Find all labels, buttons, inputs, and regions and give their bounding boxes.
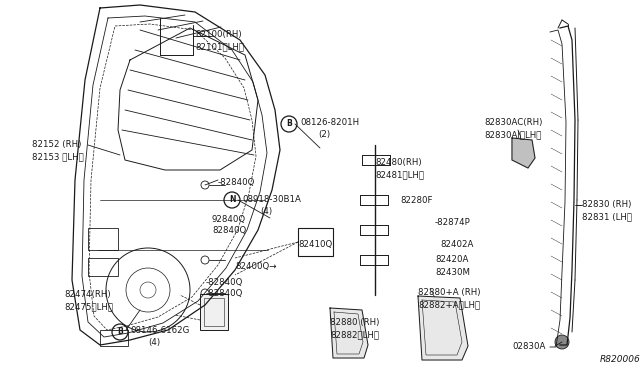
Text: 82880+A (RH): 82880+A (RH) bbox=[418, 288, 481, 297]
Text: 92840Q: 92840Q bbox=[212, 215, 246, 224]
Text: N: N bbox=[228, 196, 236, 205]
Text: 82831 (LH〉: 82831 (LH〉 bbox=[582, 212, 632, 221]
Polygon shape bbox=[418, 296, 468, 360]
Text: (4): (4) bbox=[260, 207, 272, 216]
Text: 82430M: 82430M bbox=[435, 268, 470, 277]
Text: 82402A: 82402A bbox=[440, 240, 474, 249]
Text: 08126-8201H: 08126-8201H bbox=[300, 118, 359, 127]
Text: 82100(RH): 82100(RH) bbox=[195, 30, 242, 39]
Text: -82840Q: -82840Q bbox=[206, 278, 243, 287]
Bar bbox=[200, 294, 228, 330]
Text: (4): (4) bbox=[148, 338, 160, 347]
Text: -82840Q: -82840Q bbox=[206, 289, 243, 298]
Text: -82874P: -82874P bbox=[435, 218, 471, 227]
Bar bbox=[88, 258, 118, 276]
Text: 82830AI〈LH〉: 82830AI〈LH〉 bbox=[484, 130, 541, 139]
Polygon shape bbox=[512, 138, 535, 168]
Text: 82880 (RH): 82880 (RH) bbox=[330, 318, 380, 327]
Text: 82410Q: 82410Q bbox=[298, 240, 332, 249]
Text: 82152 (RH): 82152 (RH) bbox=[32, 140, 81, 149]
Bar bbox=[298, 228, 333, 256]
Text: 82400Q→: 82400Q→ bbox=[235, 262, 276, 271]
Text: R820006C: R820006C bbox=[600, 355, 640, 364]
Text: 82280F: 82280F bbox=[400, 196, 433, 205]
Bar bbox=[204, 298, 224, 326]
Text: 82420A: 82420A bbox=[435, 255, 468, 264]
Bar bbox=[88, 228, 118, 250]
Text: 82480(RH): 82480(RH) bbox=[375, 158, 422, 167]
Text: 08146-6162G: 08146-6162G bbox=[130, 326, 189, 335]
Circle shape bbox=[555, 335, 569, 349]
Text: B: B bbox=[117, 327, 123, 337]
Text: 82882+A〈LH〉: 82882+A〈LH〉 bbox=[418, 300, 480, 309]
Text: 82882〈LH〉: 82882〈LH〉 bbox=[330, 330, 379, 339]
Text: 82101〈LH〉: 82101〈LH〉 bbox=[195, 42, 244, 51]
Polygon shape bbox=[330, 308, 368, 358]
Text: 82840Q: 82840Q bbox=[212, 226, 246, 235]
Text: -82840Q: -82840Q bbox=[218, 178, 255, 187]
Text: 82475〈LH〉: 82475〈LH〉 bbox=[64, 302, 113, 311]
Text: B: B bbox=[286, 119, 292, 128]
Text: 82153 〈LH〉: 82153 〈LH〉 bbox=[32, 152, 84, 161]
Text: 82830AC(RH): 82830AC(RH) bbox=[484, 118, 542, 127]
Text: 02830A: 02830A bbox=[512, 342, 545, 351]
Text: 82481〈LH〉: 82481〈LH〉 bbox=[375, 170, 424, 179]
Text: 82830 (RH): 82830 (RH) bbox=[582, 200, 632, 209]
Text: 82474(RH): 82474(RH) bbox=[64, 290, 111, 299]
Text: (2): (2) bbox=[318, 130, 330, 139]
Bar bbox=[100, 330, 128, 346]
Text: 08918-30B1A: 08918-30B1A bbox=[242, 195, 301, 204]
